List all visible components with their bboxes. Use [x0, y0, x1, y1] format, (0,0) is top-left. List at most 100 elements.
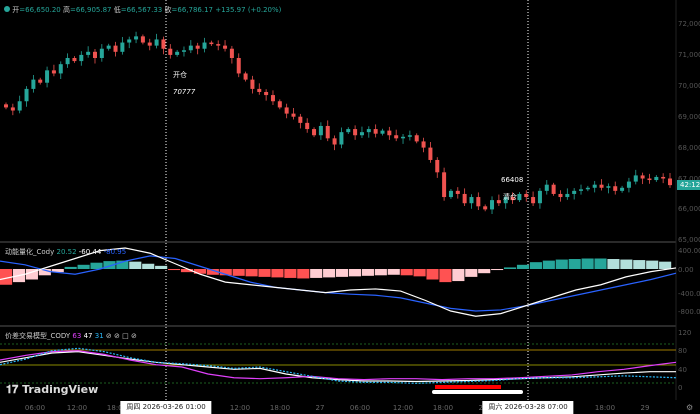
macd-histogram-bar [633, 260, 646, 269]
candle [490, 200, 495, 210]
rsi-axis-label: 120 [678, 329, 692, 337]
candle [339, 132, 344, 145]
hidden-icon[interactable]: ⊘ [105, 332, 112, 340]
macd-axis-label: -400.00 [678, 290, 700, 298]
macd-axis-label: 0.00 [678, 266, 694, 274]
candle [428, 147, 433, 160]
macd-histogram-bar [348, 269, 362, 277]
macd-histogram-bar [64, 266, 77, 269]
hidden-icon[interactable]: ⊘ [114, 332, 120, 340]
candle [175, 51, 180, 55]
macd-axis-label: -800.00 [678, 308, 700, 316]
candle [10, 107, 15, 111]
candle [448, 190, 453, 198]
candle [147, 42, 152, 46]
candle [236, 57, 241, 74]
macd-histogram-bar [555, 259, 568, 269]
price-axis-label: 71,000 [678, 50, 700, 59]
macd-histogram-bar [387, 269, 400, 275]
high-value: 66,905.87 [75, 6, 112, 14]
macd-histogram-bar [297, 269, 310, 279]
candle [127, 39, 132, 43]
open-label: 开 [12, 6, 20, 14]
candle [216, 44, 221, 46]
rsi-axis-label: 40 [678, 366, 687, 374]
macd-histogram-bar [594, 258, 607, 269]
macd-histogram-bar [193, 269, 206, 274]
candle [140, 36, 145, 43]
alert-icon[interactable]: □ [122, 332, 129, 340]
candle [483, 206, 488, 210]
macd-histogram-bar [374, 269, 387, 276]
candle [312, 129, 317, 136]
macd-histogram-bar [361, 269, 374, 276]
candle [113, 45, 118, 52]
macd-histogram-bar [568, 259, 581, 269]
macd-slow-line [0, 255, 677, 312]
candle [647, 178, 652, 181]
candle [633, 175, 638, 182]
macd-histogram-bar [77, 264, 90, 269]
macd-histogram-bar [232, 269, 245, 276]
current-price-countdown: 42:12 [677, 180, 700, 190]
candle [442, 172, 447, 198]
candle [51, 70, 56, 74]
price-axis-label: 66,000 [678, 205, 700, 214]
time-axis-label: 06:00 [24, 404, 46, 412]
time-axis-label: 18:00 [432, 404, 454, 412]
macd-histogram-bar [38, 269, 51, 276]
macd-histogram-bar [516, 264, 530, 269]
macd-histogram-bar [284, 269, 297, 278]
close-value: 66,786.17 [177, 6, 213, 14]
candle [24, 88, 29, 102]
candle [572, 190, 577, 194]
logo-text: TradingView [22, 383, 99, 396]
candle [592, 184, 597, 188]
rsi-line-b [0, 350, 676, 383]
time-axis-label: 18:00 [269, 404, 291, 412]
price-axis-label: 72,000 [678, 20, 700, 28]
macd-histogram-bar [271, 269, 284, 278]
candle [92, 51, 97, 58]
candle [318, 125, 323, 136]
status-dot-icon [4, 6, 10, 12]
rsi-value-1: 63 [72, 332, 82, 340]
candle [202, 42, 207, 49]
candle [544, 184, 549, 191]
candle [209, 42, 214, 45]
candle [366, 129, 371, 133]
candle [86, 51, 91, 55]
rsi-legend[interactable]: 价差交易模型_CODY 63 47 31 ⊘ ⊘ □ ⊘ [5, 331, 137, 341]
candle [168, 48, 173, 55]
candle [537, 190, 542, 204]
hidden-icon[interactable]: ⊘ [130, 332, 137, 340]
candle [284, 107, 289, 114]
low-label: 低 [113, 6, 121, 14]
tradingview-logo[interactable]: 𝟏𝟕 TradingView [6, 383, 98, 397]
macd-histogram-bar [465, 269, 478, 277]
candle [45, 70, 50, 83]
candle [503, 197, 508, 204]
candle [585, 187, 590, 190]
candle [380, 130, 385, 134]
macd-histogram-bar [400, 269, 413, 276]
price-axis-label: 67,000 [678, 174, 700, 183]
macd-legend[interactable]: 动能量化_Cody 20.52 -60.44 -80.95 [5, 247, 126, 257]
macd-histogram-bar [142, 263, 155, 269]
settings-gear-icon[interactable]: ⚙ [686, 403, 694, 412]
candle [65, 57, 70, 65]
candle [654, 176, 659, 181]
tv-logo-icon: 𝟏𝟕 [6, 383, 23, 396]
candle [435, 159, 440, 173]
rsi-axis-label: 80 [678, 347, 687, 355]
signal-bar-white [432, 390, 523, 394]
rsi-title: 价差交易模型_CODY [5, 332, 71, 340]
rsi-value-3: 31 [94, 332, 104, 340]
price-axis-label: 70,000 [678, 81, 700, 90]
low-value: 66,567.33 [126, 6, 163, 14]
candle [257, 88, 262, 92]
candle [188, 45, 193, 51]
candle [394, 135, 399, 139]
